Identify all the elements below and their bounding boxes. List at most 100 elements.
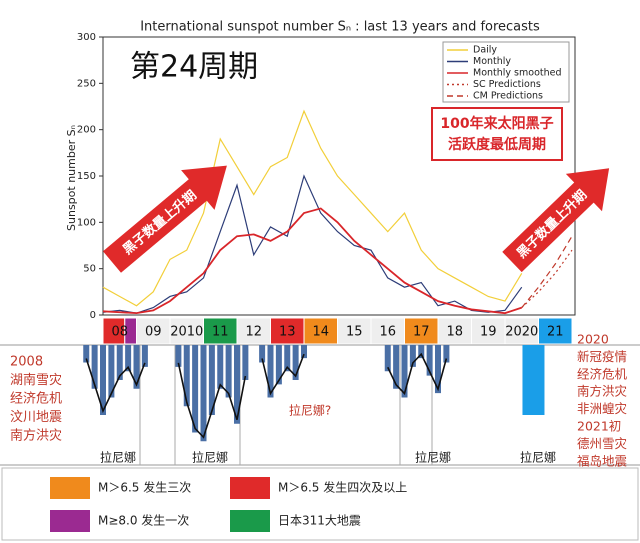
index-bar: [116, 345, 123, 380]
y-tick-label: 50: [83, 264, 96, 275]
year-label: 16: [379, 325, 396, 340]
index-bar: [426, 345, 433, 376]
index-bar: [125, 345, 132, 372]
key-label: 日本311大地震: [278, 514, 361, 528]
legend-box: [442, 41, 570, 103]
low-cycle-note: 活跃度最低周期: [448, 136, 546, 153]
index-bar: [192, 345, 199, 433]
index-bar: [83, 345, 90, 363]
index-bar: [409, 345, 416, 367]
y-tick-label: 300: [77, 32, 96, 43]
year-label: 13: [279, 325, 296, 340]
index-bar: [384, 345, 391, 372]
index-bar: [225, 345, 232, 398]
key-label: M≥8.0 发生一次: [98, 513, 189, 528]
index-bar: [435, 345, 441, 394]
arrow-shape: [103, 165, 227, 273]
series-line: [521, 249, 573, 309]
index-bar: [133, 345, 140, 389]
legend-label: Monthly smoothed: [473, 68, 562, 79]
chart-title: International sunspot number Sₙ : last 1…: [140, 20, 540, 35]
index-bar: [183, 345, 190, 407]
index-bar: [234, 345, 240, 424]
y-tick-label: 0: [90, 310, 96, 321]
index-bar: [217, 345, 224, 389]
legend-label: Daily: [473, 45, 497, 56]
year-label: 14: [312, 325, 329, 340]
year-box: [203, 317, 238, 345]
event-note: 湖南雪灾: [10, 372, 62, 388]
year-box: [504, 317, 539, 345]
la-nina-label: 拉尼娜: [520, 450, 556, 465]
key-swatch: [50, 510, 90, 532]
year-label: 15: [346, 325, 363, 340]
year-label: 21: [547, 325, 564, 340]
y-tick-label: 150: [77, 171, 96, 182]
la-nina-label: 拉尼娜: [192, 450, 228, 465]
key: M＞6.5 发生三次 M＞6.5 发生四次及以上 M≥8.0 发生一次 日本311大地…: [50, 477, 407, 532]
event-note: 福岛地震: [577, 453, 628, 468]
year-box: [169, 317, 204, 345]
legend-label: CM Predictions: [473, 91, 543, 102]
index-bar: [175, 345, 182, 367]
series-line: [102, 109, 523, 307]
index-bar: [91, 345, 98, 389]
key-swatch: [230, 510, 270, 532]
low-cycle-note: 100年来太阳黑子: [440, 115, 553, 132]
event-note: 经济危机: [10, 392, 62, 407]
index-bar: [284, 345, 291, 372]
event-note: 南方洪灾: [10, 428, 62, 444]
index-bar: [208, 345, 215, 415]
series-line: [102, 207, 523, 315]
cycle-label: 第24周期: [130, 50, 258, 85]
legend-label: Monthly: [473, 56, 511, 67]
y-tick-label: 200: [77, 125, 96, 136]
year-box: [538, 317, 573, 345]
series-layer: [102, 109, 573, 315]
year-band: 08 09 2010 11 12 13 14 15 16 17 18 19 2020 21: [102, 317, 573, 345]
event-note: 经济危机: [577, 366, 628, 381]
year-box: [270, 317, 305, 345]
event-note: 非洲蝗灾: [577, 401, 628, 416]
index-bar: [100, 345, 106, 415]
index-bar: [292, 345, 299, 380]
year-box: [404, 317, 439, 345]
index-bar: [108, 345, 115, 398]
year-box: [136, 317, 171, 345]
y-axis-label: Sunspot number Sₙ: [65, 125, 78, 231]
index-bar: [275, 345, 282, 385]
index-bar: [141, 345, 148, 367]
index-bar: [242, 345, 249, 380]
arrow-shape: [502, 168, 610, 273]
year-label: 12: [245, 325, 262, 340]
index-bar: [401, 345, 408, 398]
event-note: 2008: [10, 355, 43, 370]
event-note: 德州雪灾: [577, 436, 628, 451]
period-lines: [139, 345, 433, 465]
event-note: 汶川地震: [10, 409, 62, 425]
series-line: [102, 174, 523, 314]
index-bar: [443, 345, 450, 363]
year-label: 11: [212, 325, 229, 340]
legend-label: SC Predictions: [473, 79, 541, 90]
y-tick-label: 100: [77, 217, 96, 228]
index-bar: [418, 345, 425, 359]
la-nina-label: 拉尼娜: [415, 450, 451, 465]
index-bar: [393, 345, 400, 389]
index-bar: [301, 345, 307, 359]
year-label: 18: [446, 325, 463, 340]
year-label: 09: [145, 325, 162, 340]
key-label: M＞6.5 发生三次: [98, 480, 191, 495]
year-label: 2020: [505, 325, 538, 340]
year-box: [370, 317, 405, 345]
key-swatch: [230, 477, 270, 499]
year-box: [471, 317, 506, 345]
la-nina-label: 拉尼娜: [100, 450, 136, 465]
index-line: [85, 352, 448, 439]
year-label: 2010: [170, 325, 203, 340]
lower-panel: 拉尼娜 拉尼娜 拉尼娜 拉尼娜拉尼娜?2008湖南雪灾经济危机汶川地震南方洪灾2020…: [10, 332, 628, 469]
key-box: [1, 467, 639, 541]
la-nina-question: 拉尼娜?: [289, 403, 331, 418]
